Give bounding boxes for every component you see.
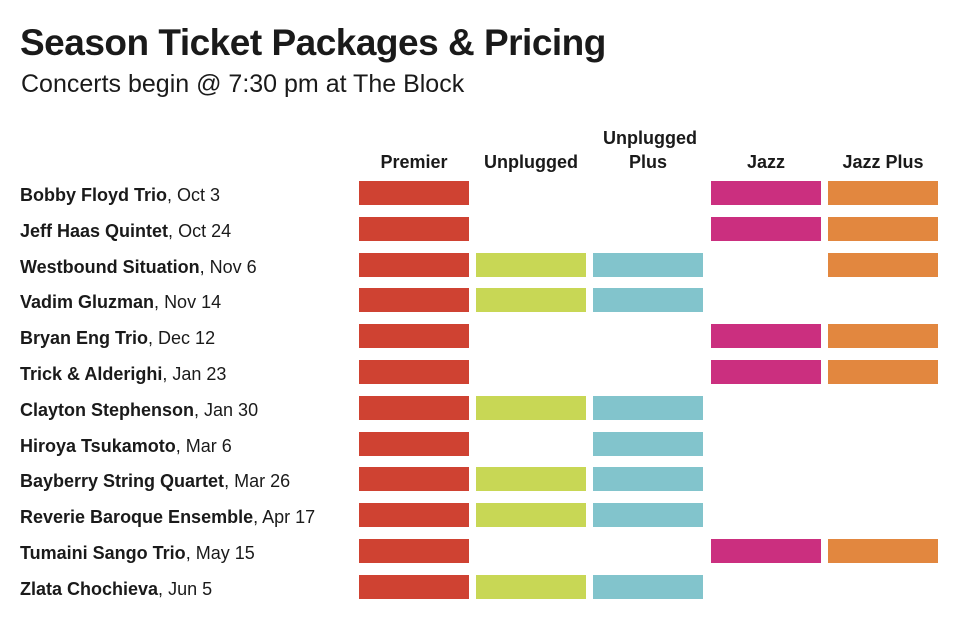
label-separator: , [162, 364, 173, 384]
package-cell-unplugged-plus [593, 503, 703, 527]
concert-label: Jeff Haas Quintet, Oct 24 [20, 219, 231, 243]
concert-name: Vadim Gluzman [20, 292, 155, 312]
concert-name: Clayton Stephenson [20, 400, 195, 420]
concert-date: Mar 6 [185, 436, 232, 456]
package-cell-unplugged-plus [593, 575, 703, 599]
concert-label: Bayberry String Quartet, Mar 26 [20, 469, 290, 493]
package-cell-unplugged [476, 288, 586, 312]
package-cell-jazz-plus [828, 253, 938, 277]
concert-name: Reverie Baroque Ensemble [20, 507, 254, 527]
concert-name: Zlata Chochieva [20, 579, 159, 599]
package-cell-premier [359, 181, 469, 205]
concert-date: Jun 5 [168, 579, 213, 599]
package-cell-premier [359, 360, 469, 384]
package-cell-premier [359, 432, 469, 456]
package-cell-premier [359, 217, 469, 241]
concert-label: Westbound Situation, Nov 6 [20, 255, 257, 279]
label-separator: , [148, 328, 159, 348]
package-cell-jazz [711, 181, 821, 205]
column-header-jazz-plus: Jazz Plus [842, 152, 924, 172]
package-cell-premier [359, 396, 469, 420]
package-cell-jazz [711, 324, 821, 348]
concert-name: Hiroya Tsukamoto [20, 436, 176, 456]
package-cell-unplugged-plus [593, 396, 703, 420]
label-separator: , [167, 185, 178, 205]
concert-name: Tumaini Sango Trio [20, 543, 186, 563]
label-separator: , [175, 436, 186, 456]
concert-name: Bayberry String Quartet [20, 471, 225, 491]
label-separator: , [168, 221, 179, 241]
concert-date: Mar 26 [234, 471, 291, 491]
package-cell-premier [359, 467, 469, 491]
package-cell-premier [359, 288, 469, 312]
package-cell-unplugged-plus [593, 253, 703, 277]
package-cell-premier [359, 503, 469, 527]
package-cell-unplugged [476, 396, 586, 420]
package-cell-jazz [711, 539, 821, 563]
column-header-jazz: Jazz [746, 152, 786, 172]
concert-date: Jan 23 [172, 364, 227, 384]
concert-label: Clayton Stephenson, Jan 30 [20, 398, 258, 422]
concert-date: Dec 12 [158, 328, 216, 348]
concert-date: May 15 [195, 543, 255, 563]
concert-date: Oct 24 [178, 221, 232, 241]
concert-label: Trick & Alderighi, Jan 23 [20, 362, 226, 386]
label-separator: , [158, 579, 169, 599]
package-cell-premier [359, 253, 469, 277]
concert-date: Oct 3 [177, 185, 221, 205]
package-cell-jazz-plus [828, 360, 938, 384]
package-cell-unplugged-plus [593, 432, 703, 456]
package-cell-jazz [711, 217, 821, 241]
concert-name: Bryan Eng Trio [20, 328, 149, 348]
package-cell-unplugged [476, 253, 586, 277]
concert-name: Westbound Situation [20, 257, 200, 277]
package-cell-jazz-plus [828, 217, 938, 241]
package-cell-premier [359, 539, 469, 563]
concert-label: Tumaini Sango Trio, May 15 [20, 541, 255, 565]
package-cell-unplugged-plus [593, 467, 703, 491]
concert-name: Jeff Haas Quintet [20, 221, 169, 241]
package-cell-jazz-plus [828, 324, 938, 348]
concert-label: Vadim Gluzman, Nov 14 [20, 290, 221, 314]
label-separator: , [185, 543, 196, 563]
concert-date: Jan 30 [204, 400, 259, 420]
concert-date: Apr 17 [262, 507, 316, 527]
concert-date: Nov 14 [164, 292, 222, 312]
concert-label: Reverie Baroque Ensemble, Apr 17 [20, 505, 315, 529]
package-cell-premier [359, 575, 469, 599]
label-separator: , [154, 292, 165, 312]
column-header-premier: Premier [380, 152, 448, 172]
concert-label: Bobby Floyd Trio, Oct 3 [20, 183, 220, 207]
package-cell-jazz-plus [828, 539, 938, 563]
concert-date: Nov 6 [209, 257, 257, 277]
label-separator: , [194, 400, 205, 420]
label-separator: , [224, 471, 235, 491]
concert-label: Zlata Chochieva, Jun 5 [20, 577, 212, 601]
label-separator: , [253, 507, 263, 527]
column-header-unplugged-plus: Unplugged Plus [603, 128, 697, 172]
chart-subtitle: Concerts begin @ 7:30 pm at The Block [21, 70, 465, 98]
package-cell-unplugged-plus [593, 288, 703, 312]
column-header-unplugged: Unplugged [484, 152, 578, 172]
concert-label: Bryan Eng Trio, Dec 12 [20, 326, 215, 350]
label-separator: , [199, 257, 210, 277]
concert-name: Bobby Floyd Trio [20, 185, 167, 205]
package-cell-jazz [711, 360, 821, 384]
package-cell-unplugged [476, 503, 586, 527]
package-cell-unplugged [476, 467, 586, 491]
package-cell-jazz-plus [828, 181, 938, 205]
package-cell-unplugged [476, 575, 586, 599]
concert-label: Hiroya Tsukamoto, Mar 6 [20, 434, 232, 458]
concert-name: Trick & Alderighi [20, 364, 163, 384]
package-cell-premier [359, 324, 469, 348]
chart-title: Season Ticket Packages & Pricing [20, 22, 606, 63]
